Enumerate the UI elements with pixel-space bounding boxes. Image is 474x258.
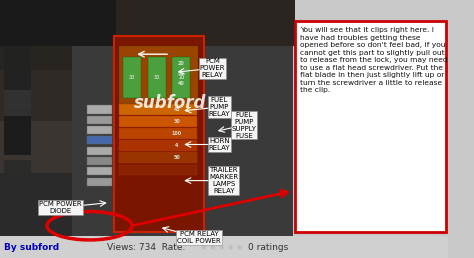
Text: 30: 30	[173, 119, 180, 124]
Text: TRAILER
MARKER
LAMPS
RELAY: TRAILER MARKER LAMPS RELAY	[209, 167, 238, 194]
Bar	[118, 116, 197, 127]
Text: 30: 30	[178, 71, 185, 76]
Bar	[114, 36, 204, 232]
Text: ★: ★	[208, 243, 216, 252]
Bar	[87, 157, 112, 165]
Bar	[117, 0, 295, 46]
Bar	[87, 167, 112, 175]
Bar	[4, 39, 31, 103]
Bar	[4, 108, 31, 155]
Text: By subford: By subford	[4, 243, 60, 252]
Bar	[0, 70, 72, 121]
Text: FUEL
PUMP
RELAY: FUEL PUMP RELAY	[209, 97, 230, 117]
Bar	[118, 152, 197, 163]
Text: FUEL
PUMP
SUPPLY
FUSE: FUEL PUMP SUPPLY FUSE	[231, 112, 256, 139]
Bar	[87, 105, 112, 114]
Text: You will see that it clips right here. I
have had troubles getting these
opened : You will see that it clips right here. I…	[300, 27, 447, 93]
Text: 30: 30	[129, 75, 135, 80]
Text: 20: 20	[178, 61, 185, 66]
Text: 4: 4	[175, 143, 179, 148]
Bar	[4, 160, 31, 201]
Bar	[0, 0, 293, 236]
Text: Views: 734  Rate:: Views: 734 Rate:	[108, 243, 186, 252]
Bar	[0, 0, 117, 46]
Text: 50: 50	[173, 155, 180, 160]
Bar	[87, 116, 112, 124]
Bar	[0, 18, 72, 70]
Bar	[87, 147, 112, 155]
Text: PCM RELAY
COIL POWER: PCM RELAY COIL POWER	[177, 231, 221, 244]
Bar	[0, 172, 72, 236]
Text: 20: 20	[178, 75, 184, 80]
Text: 45: 45	[173, 107, 180, 112]
Text: 100: 100	[172, 131, 182, 136]
Bar	[87, 126, 112, 134]
Bar	[0, 121, 72, 173]
Text: 30: 30	[154, 75, 160, 80]
Bar	[118, 104, 197, 115]
Bar	[87, 178, 112, 186]
Text: ★: ★	[226, 243, 234, 252]
Bar	[118, 128, 197, 139]
Text: PCM
POWER
RELAY: PCM POWER RELAY	[200, 58, 225, 78]
Text: ★: ★	[199, 243, 207, 252]
Bar	[148, 57, 165, 98]
Bar	[118, 140, 197, 151]
Bar	[173, 57, 190, 98]
Bar	[4, 90, 31, 116]
Text: HORN
RELAY: HORN RELAY	[209, 138, 230, 151]
Bar	[123, 57, 141, 98]
Text: ★: ★	[217, 243, 225, 252]
Bar	[118, 46, 197, 103]
Text: 40: 40	[178, 81, 185, 86]
Text: ★: ★	[235, 243, 243, 252]
Bar	[87, 136, 112, 144]
Text: PCM POWER
DIODE: PCM POWER DIODE	[39, 201, 82, 214]
FancyBboxPatch shape	[294, 21, 446, 232]
Text: 0 ratings: 0 ratings	[248, 243, 289, 252]
Bar	[118, 165, 197, 175]
Text: subford: subford	[134, 94, 206, 112]
Bar	[0, 236, 447, 258]
